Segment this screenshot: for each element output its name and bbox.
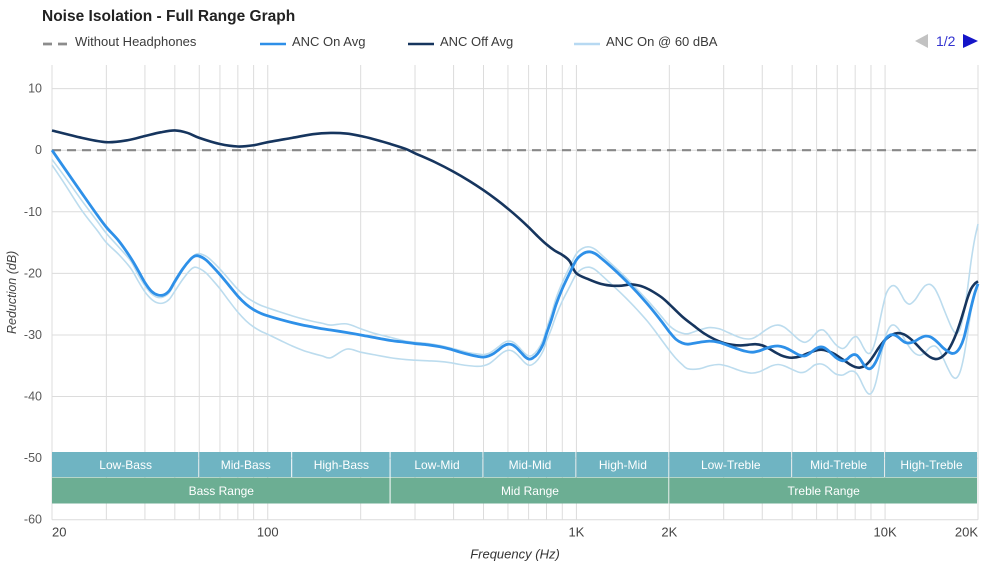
svg-text:High-Bass: High-Bass xyxy=(314,458,369,472)
svg-text:Reduction (dB): Reduction (dB) xyxy=(5,251,19,334)
svg-text:100: 100 xyxy=(257,525,279,540)
svg-text:-30: -30 xyxy=(24,328,42,342)
svg-text:Mid-Mid: Mid-Mid xyxy=(509,458,552,472)
svg-text:Bass Range: Bass Range xyxy=(189,484,255,498)
svg-text:0: 0 xyxy=(35,143,42,157)
svg-text:Frequency (Hz): Frequency (Hz) xyxy=(470,547,560,562)
svg-text:-20: -20 xyxy=(24,266,42,280)
svg-text:-10: -10 xyxy=(24,205,42,219)
svg-text:-60: -60 xyxy=(24,513,42,527)
svg-text:20: 20 xyxy=(52,525,66,540)
svg-text:Low-Treble: Low-Treble xyxy=(701,458,761,472)
svg-text:-50: -50 xyxy=(24,451,42,465)
svg-text:Mid-Bass: Mid-Bass xyxy=(221,458,271,472)
svg-text:High-Treble: High-Treble xyxy=(900,458,963,472)
svg-text:2K: 2K xyxy=(661,525,677,540)
svg-text:-40: -40 xyxy=(24,390,42,404)
svg-text:10: 10 xyxy=(28,82,42,96)
svg-text:Mid-Treble: Mid-Treble xyxy=(810,458,867,472)
svg-text:Treble Range: Treble Range xyxy=(788,484,861,498)
svg-text:20K: 20K xyxy=(955,525,978,540)
svg-text:1K: 1K xyxy=(568,525,584,540)
svg-text:Mid Range: Mid Range xyxy=(501,484,559,498)
svg-text:Low-Bass: Low-Bass xyxy=(99,458,152,472)
svg-text:Low-Mid: Low-Mid xyxy=(414,458,459,472)
svg-text:High-Mid: High-Mid xyxy=(599,458,647,472)
svg-text:10K: 10K xyxy=(874,525,897,540)
